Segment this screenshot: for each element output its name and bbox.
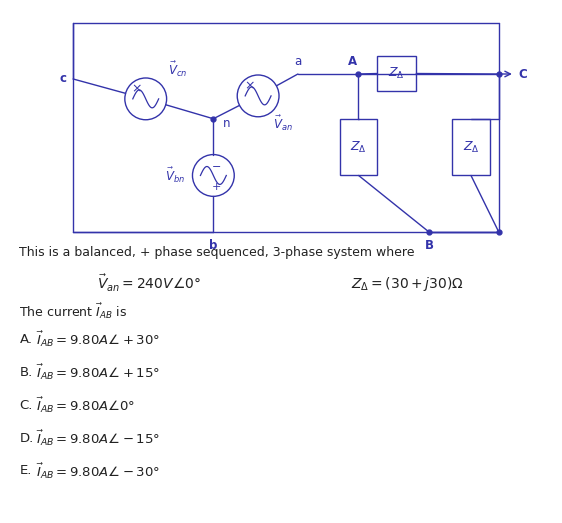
Bar	[452, 119, 490, 175]
Text: $+$: $+$	[211, 181, 221, 192]
Text: B: B	[425, 238, 434, 252]
Text: $\times$: $\times$	[132, 83, 142, 95]
Text: $\times$: $\times$	[244, 79, 255, 93]
Text: $\vec{V}_{an}$: $\vec{V}_{an}$	[273, 114, 293, 133]
Text: n: n	[223, 117, 231, 130]
Text: $\vec{I}_{AB} = 9.80A\angle0°$: $\vec{I}_{AB} = 9.80A\angle0°$	[37, 395, 135, 415]
Text: $Z_\Delta$: $Z_\Delta$	[350, 140, 367, 155]
Text: B.: B.	[20, 366, 33, 379]
Text: $\vec{I}_{AB} = 9.80A\angle - 30°$: $\vec{I}_{AB} = 9.80A\angle - 30°$	[37, 461, 160, 481]
Text: E.: E.	[20, 464, 32, 477]
Text: $\vec{V}_{cn}$: $\vec{V}_{cn}$	[167, 60, 187, 78]
Bar	[378, 56, 416, 91]
Text: $Z_\Delta$: $Z_\Delta$	[463, 140, 479, 155]
Text: $\vec{I}_{AB} = 9.80A\angle - 15°$: $\vec{I}_{AB} = 9.80A\angle - 15°$	[37, 428, 160, 448]
Text: D.: D.	[20, 431, 34, 445]
Text: a: a	[294, 54, 302, 67]
Text: C: C	[518, 67, 527, 81]
Text: $Z_\Delta = (30 + j30)\Omega$: $Z_\Delta = (30 + j30)\Omega$	[351, 275, 464, 293]
Text: b: b	[209, 238, 217, 252]
Text: $Z_\Delta$: $Z_\Delta$	[388, 66, 405, 81]
Text: $\vec{I}_{AB} = 9.80A\angle + 30°$: $\vec{I}_{AB} = 9.80A\angle + 30°$	[37, 330, 160, 349]
Text: C.: C.	[20, 399, 33, 412]
Text: A: A	[348, 54, 357, 67]
Text: $\vec{I}_{AB} = 9.80A\angle + 15°$: $\vec{I}_{AB} = 9.80A\angle + 15°$	[37, 362, 160, 382]
Text: $\vec{V}_{an} = 240V\angle0°$: $\vec{V}_{an} = 240V\angle0°$	[97, 274, 201, 294]
Text: $-$: $-$	[211, 160, 221, 169]
Text: This is a balanced, + phase sequenced, 3-phase system where: This is a balanced, + phase sequenced, 3…	[20, 246, 415, 258]
Text: c: c	[59, 73, 66, 85]
Text: $\vec{V}_{bn}$: $\vec{V}_{bn}$	[165, 166, 185, 185]
Text: A.: A.	[20, 333, 33, 346]
Bar	[339, 119, 378, 175]
Text: The current $\vec{I}_{AB}$ is: The current $\vec{I}_{AB}$ is	[20, 302, 128, 322]
